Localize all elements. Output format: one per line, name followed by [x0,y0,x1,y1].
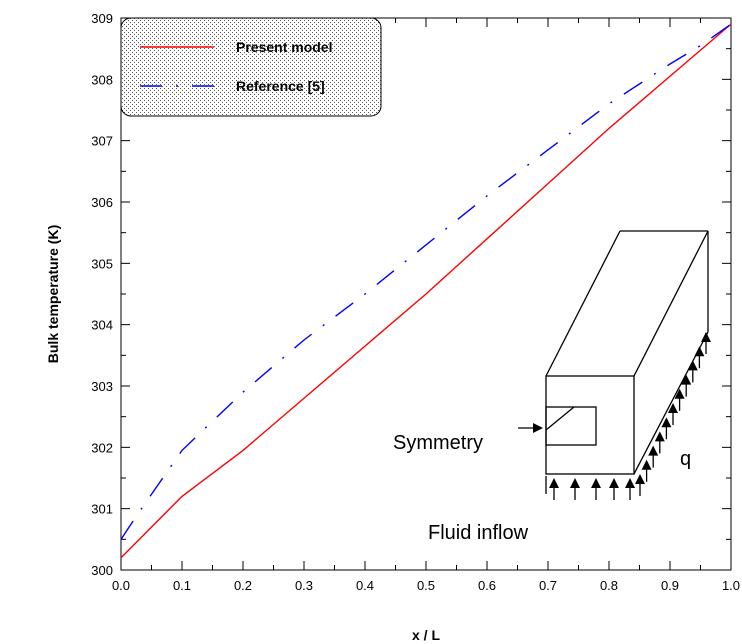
heat-flux-arrow-head [687,360,698,371]
x-tick-label: 0.4 [356,578,374,593]
x-tick-label: 0.7 [539,578,557,593]
duct-edge-top-left [545,230,621,377]
series-layer [120,23,732,559]
x-tick-label: 0.8 [600,578,618,593]
y-tick-label: 304 [91,318,113,333]
y-tick-label: 306 [91,195,113,210]
inset-inflow-label: Fluid inflow [428,522,529,544]
inset-schematic [545,230,711,500]
x-tick-label: 0.2 [234,578,252,593]
x-tick-label: 0.0 [112,578,130,593]
y-tick-label: 301 [91,502,113,517]
legend-label-reference: Reference [5] [236,78,325,94]
inflow-arrow-head [609,478,619,488]
x-tick-label: 0.3 [295,578,313,593]
y-tick-label: 303 [91,379,113,394]
y-axis-title: Bulk temperature (K) [45,225,61,363]
x-tick-label: 1.0 [722,578,740,593]
x-axis-title: x / L [412,627,440,643]
heat-flux-arrow-head [635,474,645,484]
duct-edge-top-right [633,230,709,377]
heat-flux-arrow-head [701,332,711,342]
heat-flux-arrow-head [694,346,705,357]
x-tick-label: 0.5 [417,578,435,593]
heat-flux-arrow-head [674,388,685,399]
x-tick-label: 0.1 [173,578,191,593]
inflow-arrow-head [549,478,559,488]
series-line-present-model [120,23,732,559]
heat-flux-arrow-head [668,403,678,413]
axes-layer: 0.0 0.1 0.2 0.3 0.4 0.5 0.6 0.7 0.8 0.9 1.0 300 301 3… [91,11,740,593]
heat-flux-arrow-head [654,431,665,442]
arrow-group [549,332,711,500]
legend: Present model Reference [5] [120,17,382,117]
heat-flux-arrow-head [641,459,652,470]
legend-label-present-model: Present model [236,39,332,55]
heat-flux-arrow-head [681,374,692,385]
inset-heat-flux-label: q [680,448,691,470]
x-tick-label: 0.6 [478,578,496,593]
inflow-arrow-head [591,478,601,488]
inflow-arrow-head [570,478,580,488]
inflow-arrow-head [625,478,635,488]
x-tick-label: 0.9 [661,578,679,593]
symmetry-channel [545,406,597,446]
symmetry-pointer-head [533,423,543,433]
y-tick-label: 308 [91,72,113,87]
duct-front-face [545,375,635,475]
inset-symmetry-label: Symmetry [393,432,483,454]
y-tick-label: 302 [91,440,113,455]
y-tick-label: 300 [91,563,113,578]
y-tick-label: 307 [91,134,113,149]
heat-flux-arrow-head [661,417,672,428]
y-tick-label: 309 [91,11,113,26]
legend-box [120,17,382,117]
heat-flux-arrow-head [648,445,659,456]
series-line-reference-5 [120,23,732,540]
y-tick-label: 305 [91,256,113,271]
symmetry-hatch [545,406,575,431]
